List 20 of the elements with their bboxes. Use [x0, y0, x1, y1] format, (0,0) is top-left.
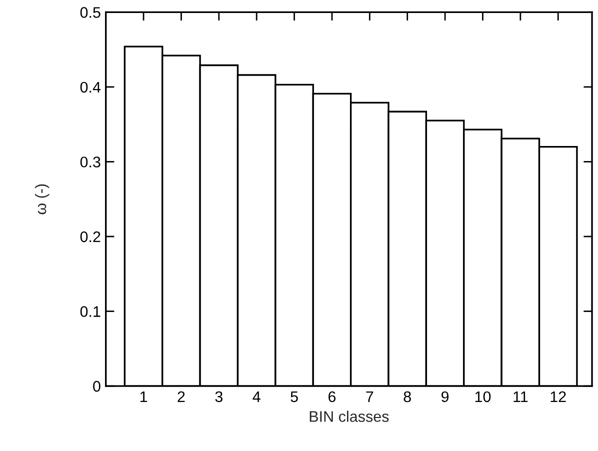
y-tick-label: 0.3 — [80, 156, 100, 168]
x-tick-label: 11 — [514, 391, 528, 402]
y-tick-label: 0.2 — [80, 231, 100, 242]
x-tick-label: 5 — [290, 391, 298, 402]
x-tick-label: 1 — [140, 391, 148, 402]
y-tick-label: 0.1 — [80, 306, 100, 317]
y-tick-label: 0 — [93, 380, 100, 392]
y-tick-label: 0.4 — [80, 82, 101, 93]
x-tick-label: 12 — [550, 391, 566, 402]
x-tick-label: 8 — [404, 391, 411, 402]
x-tick-label: 10 — [475, 391, 491, 402]
y-axis-title: ω (-) — [34, 184, 50, 214]
x-tick-label: 9 — [442, 391, 449, 402]
x-tick-label: 2 — [178, 391, 185, 402]
x-tick-label: 3 — [215, 391, 222, 402]
x-axis-title: BIN classes — [310, 410, 389, 422]
x-tick-label: 4 — [252, 391, 260, 402]
y-tick-label: 0.5 — [80, 7, 100, 18]
x-tick-label: 6 — [328, 391, 336, 402]
x-tick-label: 7 — [366, 391, 374, 402]
